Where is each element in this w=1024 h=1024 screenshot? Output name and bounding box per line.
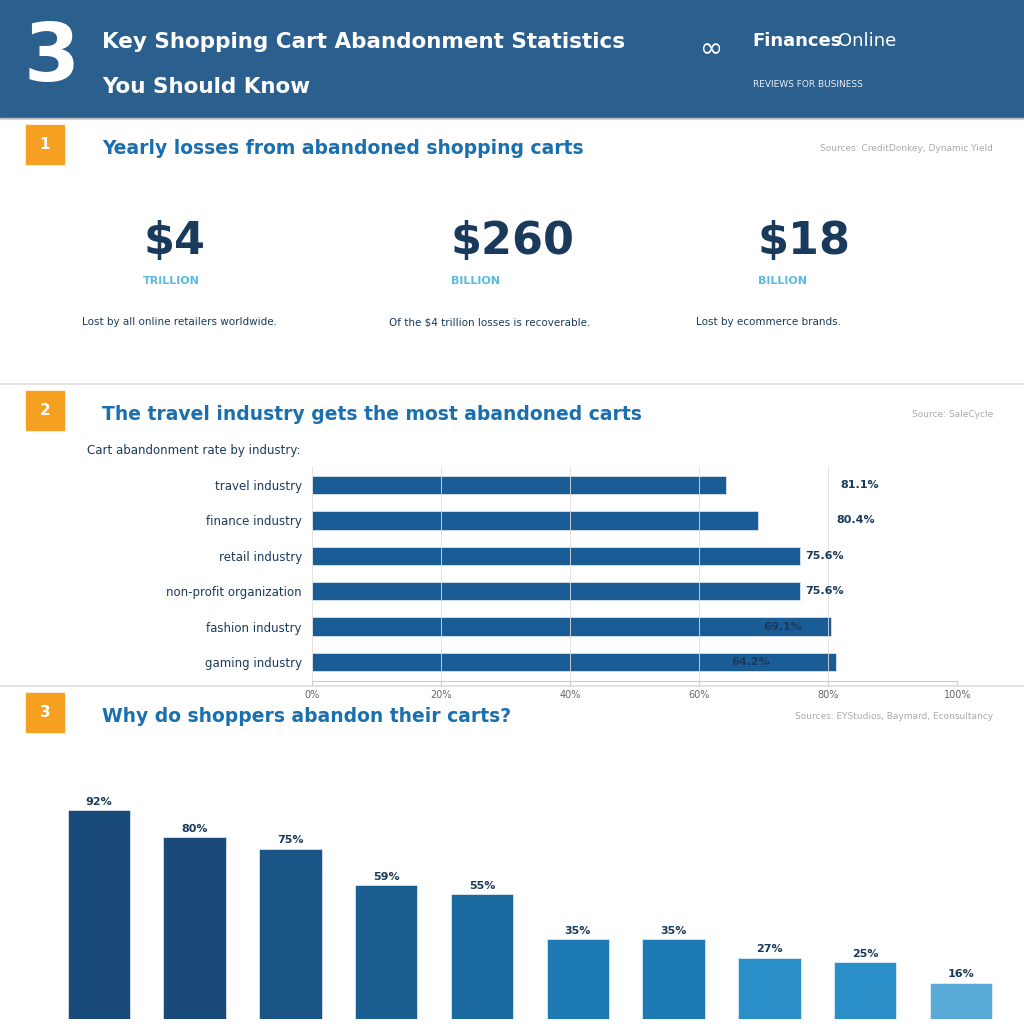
Text: Key Shopping Cart Abandonment Statistics: Key Shopping Cart Abandonment Statistics <box>102 33 626 52</box>
Text: BILLION: BILLION <box>758 276 807 287</box>
Bar <box>312 476 726 495</box>
Bar <box>547 939 609 1019</box>
Bar <box>312 652 836 671</box>
Text: 75%: 75% <box>278 836 304 845</box>
Text: 80.4%: 80.4% <box>837 515 874 525</box>
Bar <box>312 511 758 529</box>
Bar <box>738 957 801 1019</box>
Bar <box>26 693 65 732</box>
Bar <box>164 838 225 1019</box>
Bar <box>930 983 992 1019</box>
Text: 75.6%: 75.6% <box>805 551 844 561</box>
Bar <box>68 810 130 1019</box>
Text: 80%: 80% <box>181 824 208 834</box>
Text: $4: $4 <box>143 220 206 263</box>
Text: 1: 1 <box>40 137 50 152</box>
Text: $260: $260 <box>451 220 574 263</box>
Text: 81.1%: 81.1% <box>841 480 880 489</box>
Text: Online: Online <box>838 32 896 50</box>
Bar <box>835 963 896 1019</box>
Text: Sources: EYStudios, Baymard, Econsultancy: Sources: EYStudios, Baymard, Econsultanc… <box>796 713 993 721</box>
Bar <box>642 939 705 1019</box>
Text: TRILLION: TRILLION <box>143 276 201 287</box>
Text: Cart abandonment rate by industry:: Cart abandonment rate by industry: <box>87 444 300 457</box>
Bar <box>259 849 322 1019</box>
Text: REVIEWS FOR BUSINESS: REVIEWS FOR BUSINESS <box>753 80 862 89</box>
Text: 25%: 25% <box>852 948 879 958</box>
Text: 64.2%: 64.2% <box>732 657 770 667</box>
Text: The travel industry gets the most abandoned carts: The travel industry gets the most abando… <box>102 406 642 424</box>
Text: 55%: 55% <box>469 881 496 891</box>
Text: Sources: CreditDonkey, Dynamic Yield: Sources: CreditDonkey, Dynamic Yield <box>820 144 993 153</box>
Text: 59%: 59% <box>373 871 399 882</box>
Text: 3: 3 <box>24 19 79 98</box>
Text: 69.1%: 69.1% <box>763 622 802 632</box>
Bar <box>451 894 513 1019</box>
Text: 2: 2 <box>40 403 50 418</box>
Text: Yearly losses from abandoned shopping carts: Yearly losses from abandoned shopping ca… <box>102 139 584 158</box>
Text: You Should Know: You Should Know <box>102 77 310 97</box>
Text: 27%: 27% <box>756 944 782 954</box>
Text: $18: $18 <box>758 220 851 263</box>
Text: Of the $4 trillion losses is recoverable.: Of the $4 trillion losses is recoverable… <box>389 317 591 328</box>
Text: 3: 3 <box>40 706 50 720</box>
Text: Why do shoppers abandon their carts?: Why do shoppers abandon their carts? <box>102 708 512 726</box>
Text: Lost by ecommerce brands.: Lost by ecommerce brands. <box>696 317 842 328</box>
Text: 92%: 92% <box>85 797 113 807</box>
Text: Finances: Finances <box>753 32 842 50</box>
Bar <box>312 582 800 600</box>
Text: BILLION: BILLION <box>451 276 500 287</box>
Bar <box>355 885 418 1019</box>
Text: Lost by all online retailers worldwide.: Lost by all online retailers worldwide. <box>82 317 276 328</box>
Text: 35%: 35% <box>564 926 591 936</box>
Text: 75.6%: 75.6% <box>805 586 844 596</box>
Bar <box>26 391 65 430</box>
Bar <box>26 125 65 164</box>
Text: 16%: 16% <box>947 969 975 979</box>
Bar <box>0 0 1024 118</box>
Bar <box>312 617 831 636</box>
Bar <box>312 547 800 565</box>
Text: Source: SaleCycle: Source: SaleCycle <box>912 411 993 419</box>
Text: 35%: 35% <box>660 926 687 936</box>
Text: ∞: ∞ <box>700 36 723 63</box>
